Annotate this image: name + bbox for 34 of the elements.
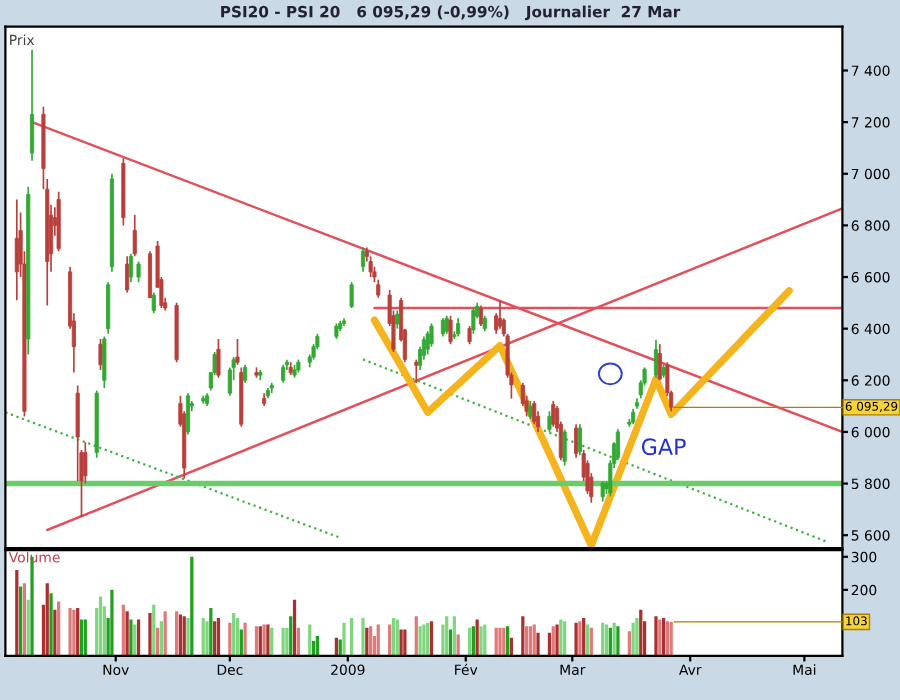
candlestick [577,423,582,456]
candlestick [243,363,248,384]
candlestick [151,291,156,315]
candlestick [615,428,620,462]
candlestick [456,317,461,338]
candlestick [395,309,400,330]
candlestick [235,338,240,366]
candlestick [216,338,221,379]
candlestick [414,358,419,384]
candlestick [528,400,533,420]
candlestick [147,250,153,299]
candlestick [98,338,103,371]
candlestick [497,299,503,330]
candlestick [444,314,449,335]
candlestick [102,335,107,389]
candlestick [562,428,567,467]
candlestick [467,325,472,345]
candlestick [29,49,35,162]
candlestick [349,281,354,309]
candlestick [136,260,141,284]
candlestick [106,281,111,335]
candlestick [132,214,137,258]
candlestick [471,307,476,335]
candlestick [368,255,373,278]
candlestick [429,322,434,348]
candlestick [125,255,130,294]
candlestick [551,400,556,428]
candlestick [532,400,537,426]
candlestick [128,252,134,284]
candlestick [547,410,552,433]
annotation: GAP [641,438,686,456]
candlestick [448,314,453,345]
line-series [370,287,793,549]
candlestick [281,363,286,384]
